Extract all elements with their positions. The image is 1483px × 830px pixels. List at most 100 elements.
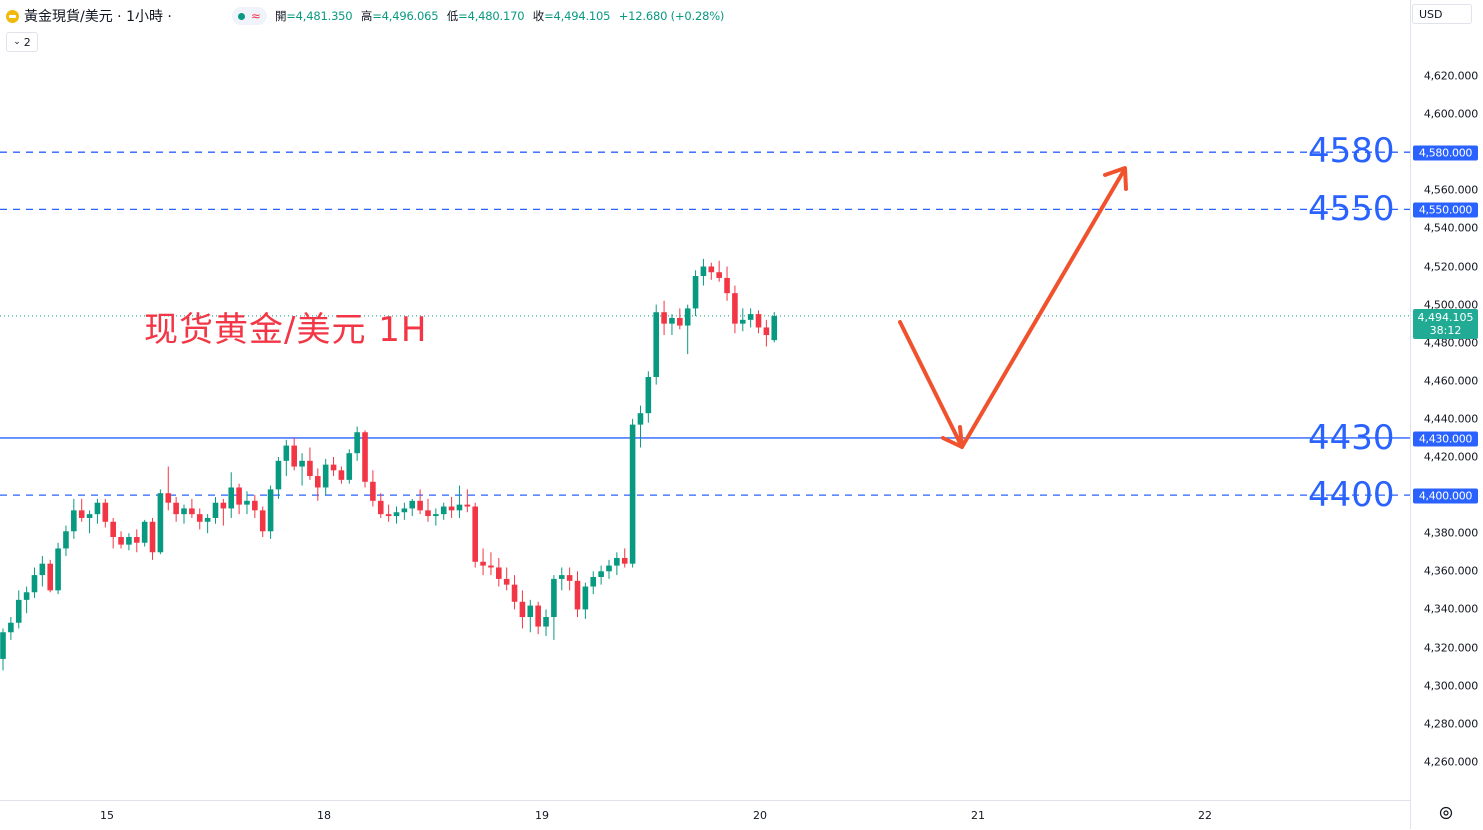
candle-body	[488, 565, 494, 568]
candle-body	[204, 517, 211, 522]
candle-body	[362, 432, 368, 482]
candle-body	[15, 599, 22, 623]
ohlc-values: 開=4,481.350 高=4,496.065 低=4,480.170 收=4,…	[275, 8, 729, 24]
candle-body	[566, 575, 573, 581]
settings-gear-icon[interactable]	[1438, 805, 1454, 821]
price-tick: 4,460.000	[1423, 374, 1478, 388]
candle-body	[102, 502, 109, 522]
candle-body	[763, 327, 770, 336]
candle-body	[236, 487, 242, 505]
candle-body	[86, 514, 93, 518]
candle-body	[511, 584, 518, 602]
candle-body	[149, 521, 156, 553]
level-tag-4550: 4,550.000	[1413, 202, 1478, 218]
arrowhead-down	[941, 425, 964, 449]
candlestick-chart[interactable]	[0, 0, 1410, 800]
level-label-4550: 4550	[1308, 189, 1395, 229]
price-tick: 4,540.000	[1423, 221, 1478, 235]
candle-body	[669, 317, 675, 324]
chart-area[interactable]: 现货黄金/美元 1H 4580 4550 4430 4400	[0, 0, 1410, 800]
candle-body	[448, 506, 455, 511]
chevron-down-icon: ⌄	[13, 37, 21, 47]
candle-body	[267, 489, 274, 532]
level-label-4430: 4430	[1308, 418, 1395, 458]
candle-body	[503, 578, 510, 585]
candle-body	[558, 575, 565, 579]
candle-body	[551, 578, 557, 618]
time-label: 22	[1198, 809, 1212, 822]
candle-body	[228, 487, 235, 509]
candle-body	[614, 557, 620, 566]
candle-body	[39, 563, 46, 576]
close-value: =4,494.105	[544, 9, 611, 23]
close-key: 收	[532, 9, 545, 23]
indicators-toggle-button[interactable]: ⌄ 2	[6, 32, 38, 52]
price-tick: 4,360.000	[1423, 564, 1478, 578]
open-value: =4,481.350	[286, 9, 353, 23]
candle-body	[637, 413, 644, 425]
market-status-pill[interactable]: ≈	[231, 7, 267, 25]
candle-body	[732, 293, 738, 324]
chart-annotation-label: 现货黄金/美元 1H	[144, 310, 428, 350]
candle-body	[755, 314, 762, 328]
open-key: 開	[274, 9, 287, 23]
candle-body	[31, 575, 38, 593]
price-tick: 4,560.000	[1423, 183, 1478, 197]
price-tick: 4,380.000	[1423, 526, 1478, 540]
current-price: 4,494.105	[1417, 311, 1474, 324]
candle-body	[771, 315, 778, 341]
candle-body	[747, 314, 754, 320]
candle-body	[354, 432, 360, 454]
candle-body	[472, 506, 478, 562]
time-axis[interactable]: 15 18 19 20 21 22	[0, 800, 1410, 830]
wave-icon: ≈	[250, 9, 261, 23]
price-tick: 4,600.000	[1423, 107, 1478, 121]
price-tick: 4,280.000	[1423, 717, 1478, 731]
candle-body	[401, 508, 408, 513]
currency-selector[interactable]: USD	[1412, 4, 1472, 24]
candle-body	[385, 514, 392, 517]
candle-body	[739, 319, 746, 324]
candle-body	[433, 514, 439, 517]
level-label-4580: 4580	[1308, 131, 1395, 171]
symbol-title[interactable]: 黃金現貨/美元 · 1小時 ·	[24, 9, 172, 25]
level-tag-4430: 4,430.000	[1413, 431, 1478, 447]
change-value: +12.680 (+0.28%)	[618, 9, 725, 23]
candle-body	[677, 317, 683, 326]
candle-body	[496, 567, 502, 579]
candle-body	[291, 445, 297, 467]
candle-body	[456, 504, 463, 511]
candle-body	[78, 510, 85, 518]
candle-body	[708, 266, 715, 273]
candle-body	[519, 601, 526, 618]
price-tick: 4,320.000	[1423, 641, 1478, 654]
candle-body	[653, 312, 660, 377]
time-label: 19	[535, 809, 549, 822]
candle-body	[716, 272, 722, 278]
candle-body	[527, 605, 534, 618]
price-tick: 4,260.000	[1423, 755, 1478, 769]
price-tick: 4,480.000	[1423, 336, 1478, 350]
candle-body	[181, 508, 187, 515]
symbol-header: 黃金現貨/美元 · 1小時 · ≈ 開=4,481.350 高=4,496.06…	[6, 6, 729, 26]
high-value: =4,496.065	[372, 9, 439, 23]
candle-body	[543, 617, 549, 627]
candle-body	[196, 514, 203, 522]
candle-body	[425, 510, 431, 517]
price-tick: 4,620.000	[1423, 69, 1478, 83]
candle-body	[417, 500, 423, 511]
candle-body	[173, 502, 179, 515]
candle-body	[606, 565, 612, 572]
indicator-count: 2	[23, 35, 31, 49]
price-axis[interactable]: 4,620.000 4,600.000 4,560.000 4,540.000 4,52…	[1410, 0, 1483, 829]
candle-body	[283, 445, 290, 461]
level-tag-4580: 4,580.000	[1413, 145, 1478, 161]
candle-body	[590, 577, 597, 587]
candle-body	[346, 453, 353, 480]
arrowhead-up	[1103, 166, 1128, 191]
candle-body	[370, 481, 376, 501]
candle-body	[440, 506, 447, 515]
candle-body	[299, 460, 305, 467]
candle-body	[133, 537, 140, 543]
price-tick: 4,420.000	[1423, 450, 1478, 464]
